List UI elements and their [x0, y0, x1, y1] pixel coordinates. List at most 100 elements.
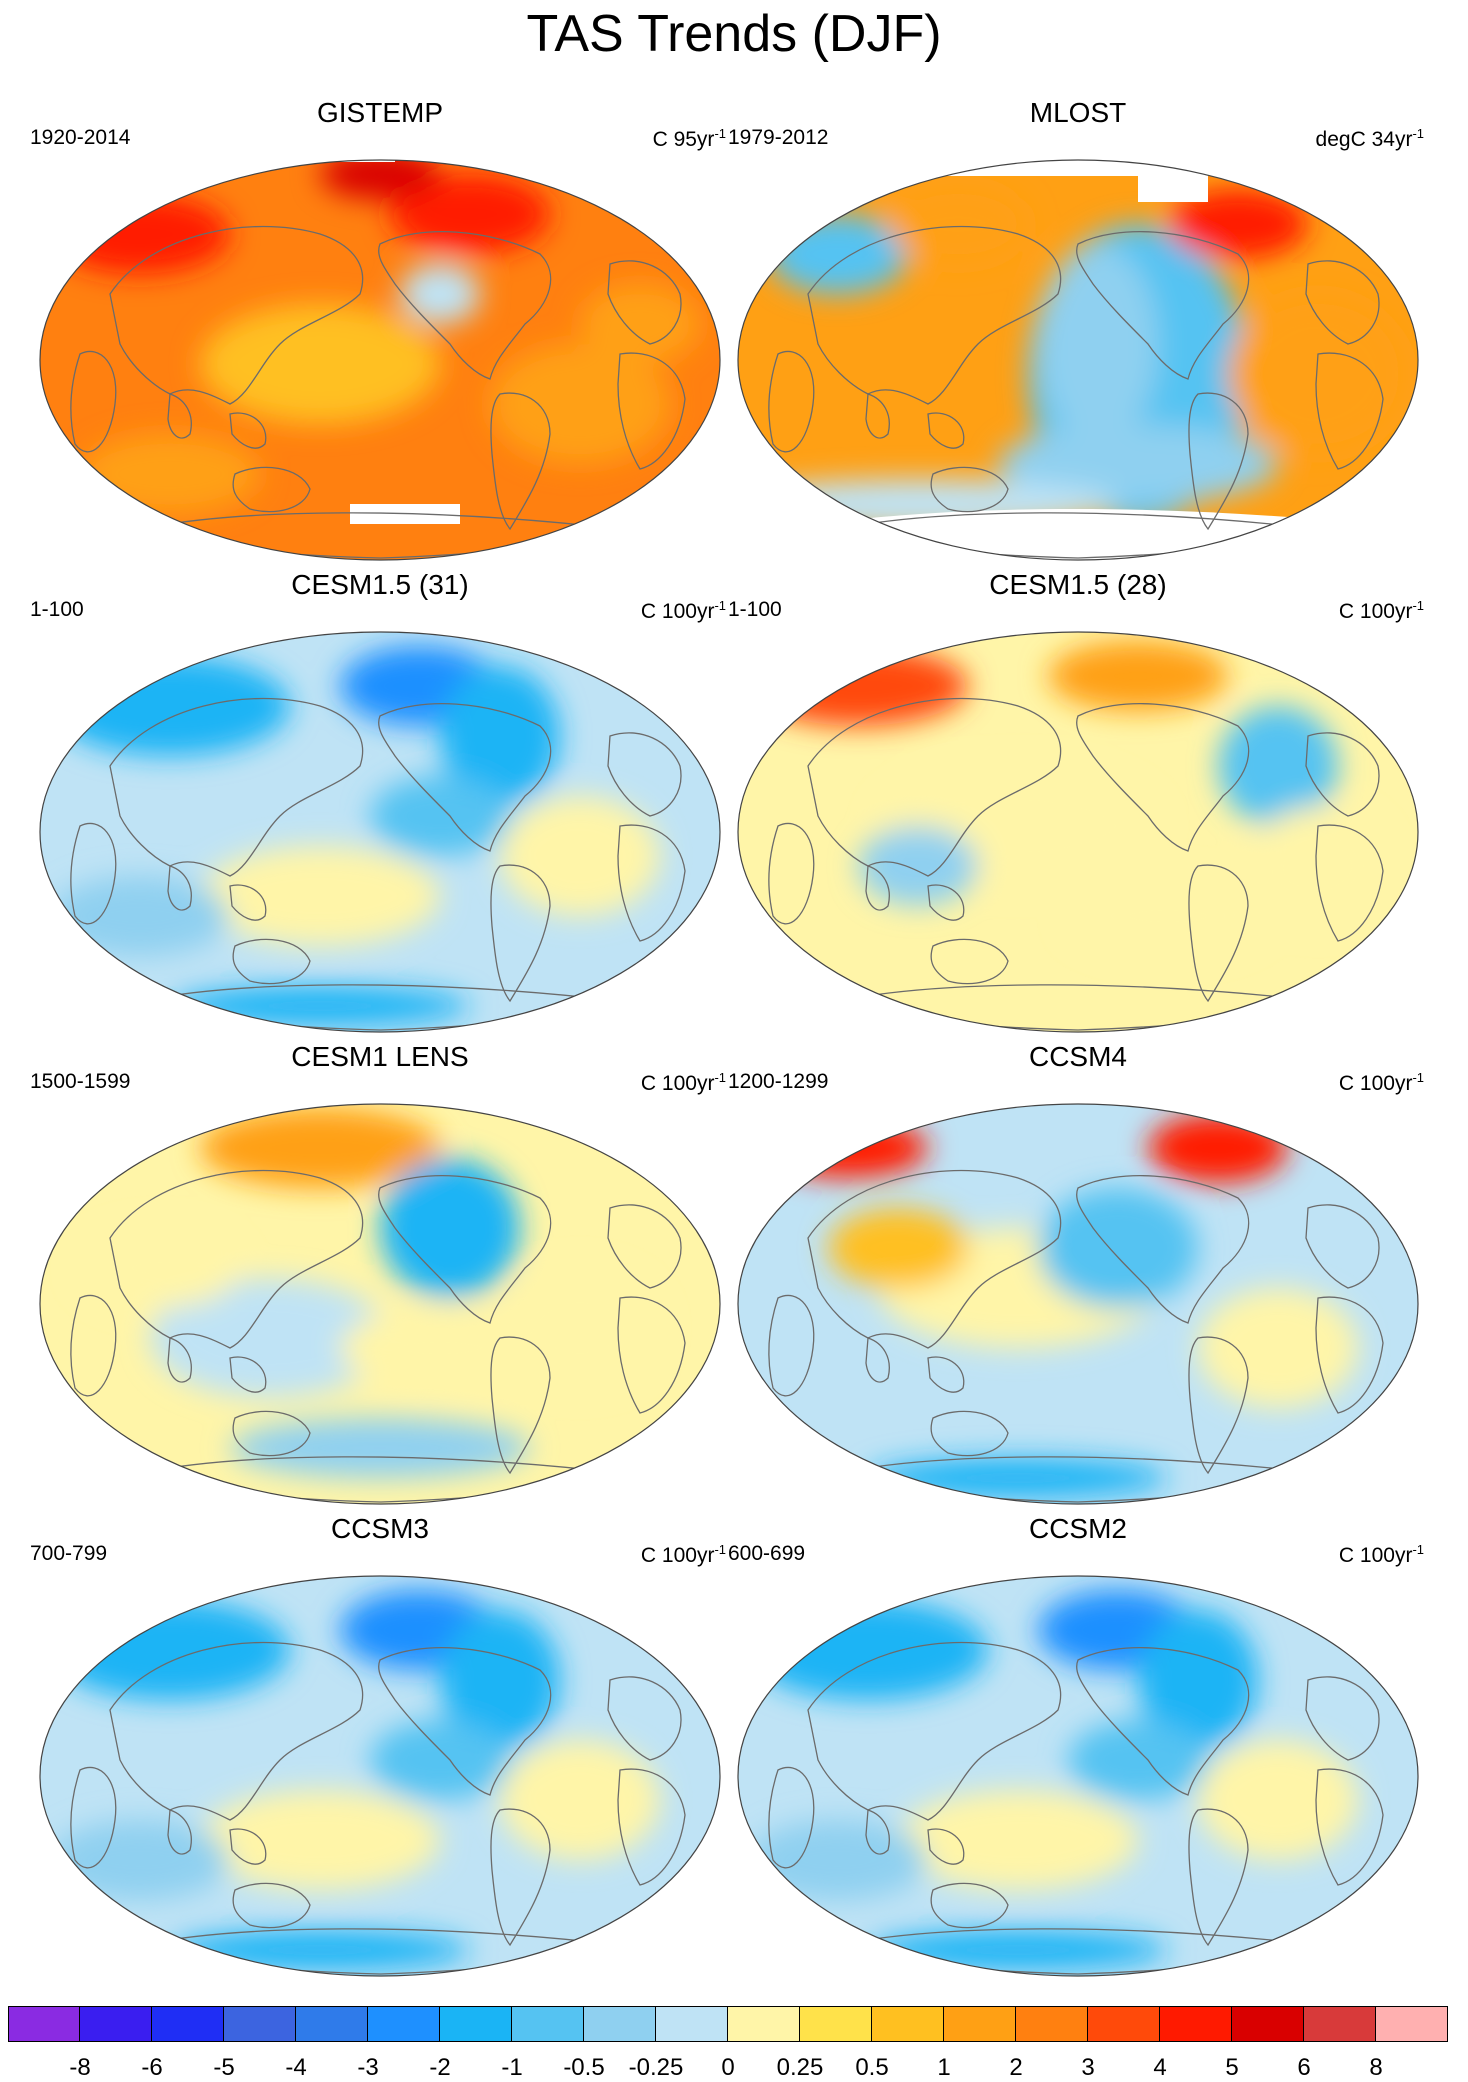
- colorbar-label: 1: [937, 2054, 951, 2081]
- colorbar-swatch: [152, 2006, 224, 2042]
- coastline: [865, 865, 890, 911]
- coastline: [617, 824, 686, 942]
- coastline: [1315, 824, 1384, 942]
- anomaly-region: [1248, 806, 1388, 926]
- panel-period: 1-100: [30, 598, 84, 621]
- anomaly-region: [50, 1820, 230, 1900]
- anomaly-region: [500, 796, 660, 916]
- map-outline: [39, 631, 721, 1033]
- anomaly-region: [1048, 641, 1228, 711]
- map-panel: CCSM3 700-799 C 100yr-1: [20, 1514, 740, 1977]
- anomaly-region: [998, 424, 1278, 504]
- anomaly-region: [170, 1930, 470, 1970]
- anomaly-region: [868, 1930, 1168, 1970]
- coastline: [378, 1175, 552, 1324]
- anomaly-region: [828, 1208, 968, 1288]
- anomaly-region: [320, 160, 440, 199]
- coastline: [1188, 1336, 1249, 1475]
- coastline: [768, 1294, 815, 1397]
- coastline: [378, 1647, 552, 1796]
- anomaly-region: [1228, 294, 1408, 454]
- units-base: C 100yr: [640, 600, 715, 623]
- coastline: [927, 1356, 965, 1393]
- panel-title: MLOST: [1029, 97, 1127, 128]
- colorbar-label: 3: [1081, 2054, 1095, 2081]
- map-outline: [737, 159, 1419, 561]
- colorbar-label: 0.5: [855, 2054, 889, 2081]
- colorbar-swatch: [800, 2006, 872, 2042]
- anomaly-region: [50, 1600, 290, 1700]
- colorbar-swatch: [296, 2006, 368, 2042]
- map-panel: MLOST 1979-2012 degC 34yr-1: [718, 97, 1438, 561]
- coastline: [490, 1336, 551, 1475]
- coastline: [930, 466, 1009, 513]
- colorbar-swatch: [584, 2006, 656, 2042]
- panel-units: C 100yr-1: [641, 594, 726, 624]
- anomaly-region: [1148, 1113, 1288, 1183]
- coastline: [229, 412, 267, 449]
- anomaly-region: [1038, 244, 1158, 444]
- coastline: [232, 938, 311, 985]
- colorbar-label: 0: [721, 2054, 735, 2081]
- anomaly-region: [580, 284, 700, 364]
- coastline: [229, 1356, 267, 1393]
- units-exponent: -1: [714, 126, 726, 141]
- coastline: [865, 393, 890, 439]
- globe-map: [737, 1103, 1419, 1505]
- panel-title: CESM1 LENS: [291, 1041, 469, 1072]
- units-exponent: -1: [714, 1542, 726, 1557]
- colorbar: [8, 2006, 1448, 2044]
- anomaly-region: [400, 264, 480, 324]
- colorbar-label: 2: [1009, 2054, 1023, 2081]
- colorbar-label: 6: [1297, 2054, 1311, 2081]
- colorbar-swatch: [1088, 2006, 1160, 2042]
- anomaly-region: [380, 1158, 520, 1298]
- coastline: [70, 822, 117, 925]
- anomaly-region: [1198, 1288, 1358, 1408]
- colorbar-swatch: [224, 2006, 296, 2042]
- anomaly-region: [1068, 1720, 1208, 1800]
- coastline: [768, 350, 815, 453]
- anomaly-region: [150, 1278, 390, 1398]
- colorbar-label: 4: [1153, 2054, 1167, 2081]
- coastline: [1305, 260, 1380, 345]
- coastline: [1076, 703, 1250, 852]
- coastline: [167, 1809, 192, 1855]
- coastline: [930, 1882, 1009, 1929]
- anomaly-region: [200, 1790, 440, 1890]
- anomaly-region: [858, 826, 978, 906]
- panel-period: 1-100: [728, 598, 782, 621]
- map-panel: CESM1.5 (31) 1-100 C 100yr-1: [20, 570, 740, 1033]
- coastline: [1315, 1768, 1384, 1886]
- anomaly-region: [1038, 1188, 1198, 1308]
- anomaly-region: [200, 846, 440, 946]
- panel-units: degC 34yr-1: [1316, 122, 1424, 152]
- coastline: [607, 260, 682, 345]
- globe-map: [39, 631, 721, 1033]
- panel-period: 1500-1599: [30, 1070, 131, 1093]
- anomaly-region: [50, 656, 290, 756]
- colorbar-swatch: [944, 2006, 1016, 2042]
- units-exponent: -1: [1412, 1542, 1424, 1557]
- coastline: [617, 1296, 686, 1414]
- coastline: [490, 392, 551, 531]
- map-outline: [737, 631, 1419, 1033]
- anomaly-region: [888, 184, 1028, 264]
- units-exponent: -1: [1412, 598, 1424, 613]
- anomaly-region: [230, 1418, 530, 1478]
- units-exponent: -1: [1412, 126, 1424, 141]
- map-outline: [39, 1575, 721, 1977]
- panel-units: C 95yr-1: [653, 122, 726, 152]
- coastline: [70, 350, 117, 453]
- colorbar-label: -0.25: [628, 2054, 684, 2081]
- colorbar-swatch: [368, 2006, 440, 2042]
- panel-period: 700-799: [30, 1542, 108, 1565]
- coastline: [1076, 1647, 1250, 1796]
- coastline: [865, 1337, 890, 1383]
- colorbar-swatch: [728, 2006, 800, 2042]
- units-base: C 100yr: [1338, 600, 1413, 623]
- coastline: [1305, 1676, 1380, 1761]
- map-panel: CCSM4 1200-1299 C 100yr-1: [718, 1042, 1438, 1505]
- panel-title: CCSM2: [1028, 1513, 1127, 1544]
- anomaly-region: [80, 434, 260, 514]
